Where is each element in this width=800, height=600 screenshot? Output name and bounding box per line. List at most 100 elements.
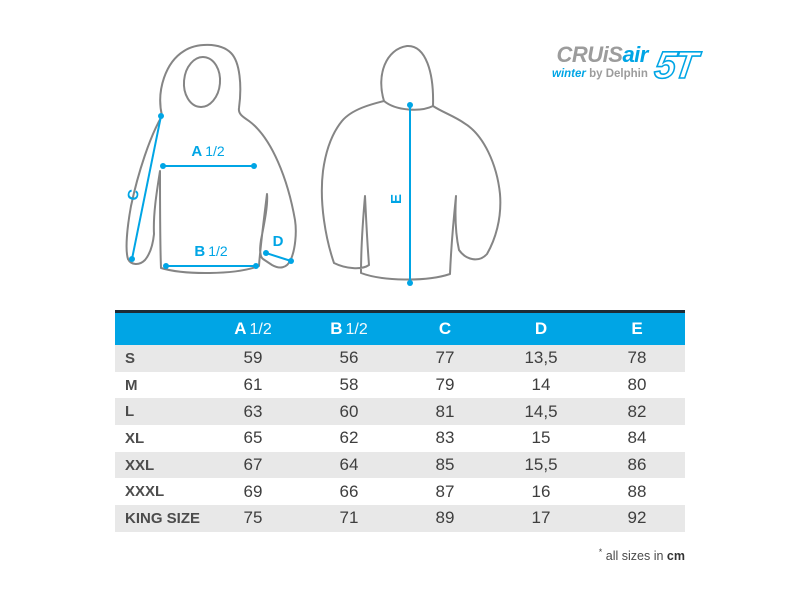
size-chart-table: A 1/2 B 1/2 C D E S 59 56 77 13,5 78 M 61 …	[115, 310, 685, 532]
measure-dot	[407, 280, 413, 286]
table-cell: 84	[627, 428, 647, 448]
header-fraction: 1/2	[345, 321, 368, 338]
brand-badge-5t: 5T	[651, 44, 704, 88]
size-label: S	[125, 349, 136, 367]
table-cell: 71	[339, 508, 359, 528]
hood-opening-outline	[182, 56, 222, 108]
brand-subtitle: winter by Delphin	[552, 68, 648, 81]
table-row: L 63 60 81 14,5 82	[115, 398, 685, 426]
table-cell: 58	[339, 375, 359, 395]
header-letter: E	[631, 319, 643, 338]
table-cell: 79	[435, 375, 455, 395]
header-cell-empty	[115, 310, 205, 345]
measure-dot	[160, 163, 166, 169]
table-row: XL 65 62 83 15 84	[115, 425, 685, 452]
table-cell: 67	[243, 455, 263, 475]
measure-label-c: C	[124, 188, 143, 202]
table-row: M 61 58 79 14 80	[115, 372, 685, 399]
measure-dot	[129, 256, 135, 262]
table-cell: 89	[435, 508, 455, 528]
measure-dot	[288, 258, 294, 264]
table-cell: 69	[243, 481, 263, 501]
header-letter: A	[234, 319, 247, 338]
table-cell: 56	[339, 348, 359, 368]
size-label: M	[125, 376, 138, 394]
brand-name-cyan: air	[622, 42, 648, 67]
brand-logo: CRUiSair winter by Delphin 5T	[552, 44, 712, 88]
table-cell: 82	[627, 401, 647, 421]
table-row: S 59 56 77 13,5 78	[115, 345, 685, 372]
header-cell-b: B 1/2	[301, 310, 397, 345]
measure-label-d: D	[273, 233, 284, 250]
size-label: XXL	[125, 456, 155, 474]
header-cell-e: E	[589, 310, 685, 345]
table-cell: 60	[339, 401, 359, 421]
table-cell: 85	[435, 455, 455, 475]
table-cell: 64	[339, 455, 359, 475]
jacket-back-diagram: E	[320, 44, 502, 286]
table-cell: 77	[435, 348, 455, 368]
table-row: XXL 67 64 85 15,5 86	[115, 451, 685, 479]
table-cell: 59	[243, 348, 263, 368]
jacket-front-diagram: A 1/2 B 1/2 C D	[124, 43, 297, 275]
table-cell: 13,5	[524, 348, 558, 368]
table-cell: 62	[339, 428, 359, 448]
header-letter: B	[330, 319, 343, 338]
table-cell: 83	[435, 428, 455, 448]
brand-name-gray: CRUiS	[556, 42, 623, 67]
brand-wordmark: CRUiSair winter by Delphin	[552, 44, 648, 81]
table-row: KING SIZE 75 71 89 17 92	[115, 505, 685, 532]
table-cell: 17	[531, 508, 551, 528]
table-cell: 65	[243, 428, 263, 448]
brand-name: CRUiSair	[552, 44, 648, 66]
table-cell: 15	[531, 428, 551, 448]
table-cell: 80	[627, 375, 647, 395]
size-label: L	[125, 403, 135, 421]
header-cell-a: A 1/2	[205, 310, 301, 345]
table-row: XXXL 69 66 87 16 88	[115, 478, 685, 505]
jacket-back-outline	[320, 44, 502, 281]
header-letter: D	[534, 319, 548, 338]
table-cell: 16	[531, 481, 551, 501]
brand-subtitle-by: by Delphin	[589, 68, 648, 80]
footnote-asterisk: *	[598, 547, 603, 557]
header-cell-c: C	[397, 310, 493, 345]
size-label: XXXL	[125, 483, 165, 501]
brand-subtitle-winter: winter	[552, 68, 586, 80]
measure-line-c	[131, 115, 162, 260]
measure-label-e: E	[388, 194, 405, 204]
table-cell: 75	[243, 508, 263, 528]
table-cell: 88	[627, 481, 647, 501]
table-cell: 66	[339, 481, 359, 501]
header-cell-d: D	[493, 310, 589, 345]
table-cell: 61	[243, 375, 263, 395]
measure-dot	[253, 263, 259, 269]
header-letter: C	[438, 319, 452, 338]
footnote: * all sizes in cm	[599, 547, 685, 563]
table-cell: 87	[435, 481, 455, 501]
table-cell: 14,5	[524, 401, 558, 421]
measure-dot	[407, 102, 413, 108]
brand-badge-text: 5T	[652, 44, 703, 87]
measure-label-b: B 1/2	[194, 243, 228, 260]
table-header-row: A 1/2 B 1/2 C D E	[115, 310, 685, 345]
table-cell: 81	[435, 401, 455, 421]
measure-line-d	[265, 252, 292, 262]
measure-dot	[263, 250, 269, 256]
table-cell: 14	[531, 375, 551, 395]
measure-dot	[158, 113, 164, 119]
measure-dot	[251, 163, 257, 169]
footnote-unit: cm	[666, 549, 685, 564]
table-cell: 63	[243, 401, 263, 421]
table-cell: 78	[627, 348, 647, 368]
measure-dot	[163, 263, 169, 269]
header-fraction: 1/2	[249, 321, 272, 338]
footnote-text: all sizes in	[605, 549, 664, 564]
table-cell: 92	[627, 508, 647, 528]
size-label: KING SIZE	[125, 509, 201, 527]
measure-label-a: A 1/2	[191, 143, 225, 160]
table-cell: 15,5	[524, 455, 558, 475]
size-label: XL	[125, 429, 145, 447]
jacket-front-outline	[125, 43, 297, 275]
hood-base-seam	[383, 100, 434, 111]
